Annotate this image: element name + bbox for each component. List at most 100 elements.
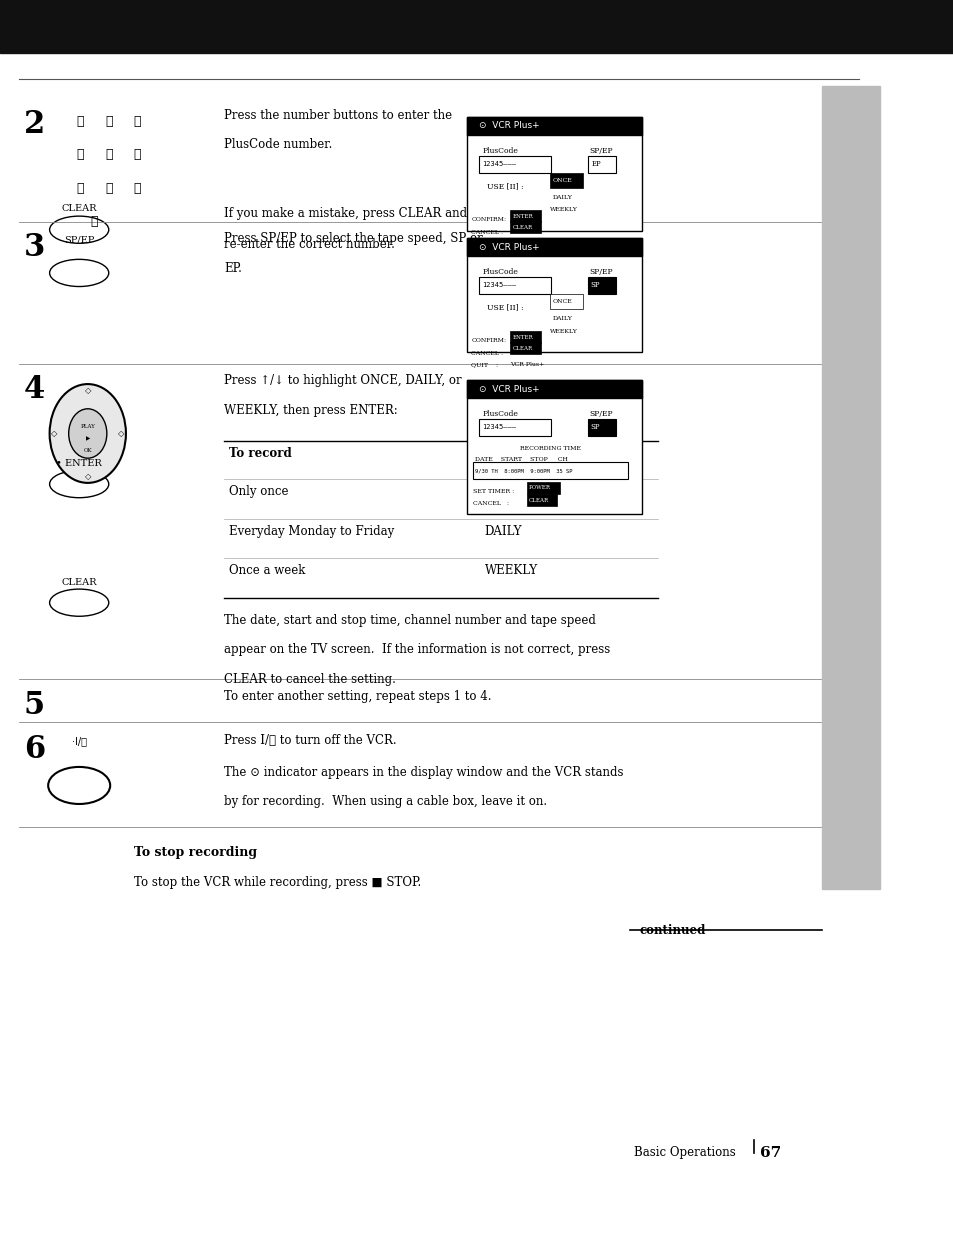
Text: CANCEL :: CANCEL : xyxy=(471,230,503,235)
Text: re-enter the correct number.: re-enter the correct number. xyxy=(224,238,395,252)
Bar xyxy=(478,156,551,173)
Text: SP: SP xyxy=(590,282,599,289)
Bar xyxy=(587,277,616,294)
Text: WEEKLY: WEEKLY xyxy=(550,207,578,212)
Bar xyxy=(510,342,540,354)
Text: DAILY: DAILY xyxy=(552,316,572,321)
Bar xyxy=(478,277,551,294)
Text: ENTER: ENTER xyxy=(512,335,533,340)
Text: ⑦: ⑦ xyxy=(76,182,84,195)
Bar xyxy=(510,210,540,222)
Text: 2: 2 xyxy=(24,109,45,140)
Text: Press ↑/↓ to highlight ONCE, DAILY, or: Press ↑/↓ to highlight ONCE, DAILY, or xyxy=(224,374,461,388)
Text: ⑧: ⑧ xyxy=(105,182,112,195)
Text: Only once: Only once xyxy=(229,485,288,499)
Text: appear on the TV screen.  If the information is not correct, press: appear on the TV screen. If the informat… xyxy=(224,643,610,657)
Text: If you make a mistake, press CLEAR and: If you make a mistake, press CLEAR and xyxy=(224,207,467,221)
Text: CLEAR: CLEAR xyxy=(61,578,97,587)
Text: 12345–––: 12345––– xyxy=(481,162,516,167)
Text: ⊙  VCR Plus+: ⊙ VCR Plus+ xyxy=(478,384,539,394)
Text: 5: 5 xyxy=(24,690,45,721)
Bar xyxy=(467,117,641,135)
Text: continued: continued xyxy=(639,924,705,937)
Text: ONCE: ONCE xyxy=(484,485,521,499)
Text: To enter another setting, repeat steps 1 to 4.: To enter another setting, repeat steps 1… xyxy=(224,690,491,704)
Text: USE [II] :: USE [II] : xyxy=(486,183,522,190)
Text: ①: ① xyxy=(76,115,84,128)
Text: ◇: ◇ xyxy=(51,429,57,438)
Bar xyxy=(467,380,641,398)
Text: CANCEL :: CANCEL : xyxy=(471,351,503,356)
Bar xyxy=(510,221,540,233)
Text: ⑤: ⑤ xyxy=(105,148,112,162)
Text: Press SP/EP to select the tape speed, SP or: Press SP/EP to select the tape speed, SP… xyxy=(224,232,482,246)
Bar xyxy=(526,482,559,494)
Text: ⊙  VCR Plus+: ⊙ VCR Plus+ xyxy=(478,242,539,252)
Text: QUIT    :: QUIT : xyxy=(471,362,497,367)
Text: by for recording.  When using a cable box, leave it on.: by for recording. When using a cable box… xyxy=(224,795,547,809)
Text: ◇: ◇ xyxy=(118,429,124,438)
Text: Press the number buttons to enter the: Press the number buttons to enter the xyxy=(224,109,452,122)
Text: To stop the VCR while recording, press ■ STOP.: To stop the VCR while recording, press ■… xyxy=(133,876,420,889)
Text: Select: Select xyxy=(484,447,525,461)
Circle shape xyxy=(69,409,107,458)
Text: SP/EP: SP/EP xyxy=(589,410,613,417)
Text: The ⊙ indicator appears in the display window and the VCR stands: The ⊙ indicator appears in the display w… xyxy=(224,766,623,779)
Text: Basic Operations: Basic Operations xyxy=(844,453,854,547)
Bar xyxy=(550,294,582,309)
Text: ◇: ◇ xyxy=(85,385,91,395)
Text: ②: ② xyxy=(105,115,112,128)
Bar xyxy=(467,380,641,514)
Text: PlusCode: PlusCode xyxy=(482,410,518,417)
Bar xyxy=(821,86,879,889)
Text: 12345–––: 12345––– xyxy=(481,283,516,288)
Text: WEEKLY: WEEKLY xyxy=(484,564,537,578)
Text: • ENTER: • ENTER xyxy=(56,459,102,468)
Text: ·I/⏻: ·I/⏻ xyxy=(71,736,87,746)
Text: SET TIMER :: SET TIMER : xyxy=(473,489,514,494)
Text: ONCE: ONCE xyxy=(552,299,572,304)
Text: WEEKLY, then press ENTER:: WEEKLY, then press ENTER: xyxy=(224,404,397,417)
Text: 9/30 TH  8:00PM  9:00PM  35 SP: 9/30 TH 8:00PM 9:00PM 35 SP xyxy=(475,468,572,473)
Bar xyxy=(467,238,641,352)
Text: 67: 67 xyxy=(760,1146,781,1160)
Text: ⊙  VCR Plus+: ⊙ VCR Plus+ xyxy=(478,121,539,131)
Text: USE [II] :: USE [II] : xyxy=(486,304,522,311)
Text: ONCE: ONCE xyxy=(552,178,572,183)
Text: SP/EP: SP/EP xyxy=(64,236,94,245)
Bar xyxy=(587,419,616,436)
Text: ⑥: ⑥ xyxy=(133,148,141,162)
Text: ⑨: ⑨ xyxy=(133,182,141,195)
Text: ④: ④ xyxy=(76,148,84,162)
Text: RECORDING TIME: RECORDING TIME xyxy=(519,446,580,451)
Text: CANCEL   :: CANCEL : xyxy=(473,501,509,506)
Bar xyxy=(550,173,582,188)
Text: CLEAR: CLEAR xyxy=(528,498,548,503)
Text: PLAY: PLAY xyxy=(80,424,95,429)
Text: Once a week: Once a week xyxy=(229,564,305,578)
Text: VCR Plus+: VCR Plus+ xyxy=(510,362,544,367)
Text: 3: 3 xyxy=(24,232,45,263)
Text: Basic Operations: Basic Operations xyxy=(634,1146,736,1160)
Text: PlusCode: PlusCode xyxy=(482,147,518,154)
Bar xyxy=(478,419,551,436)
Text: PlusCode: PlusCode xyxy=(482,268,518,275)
Text: CLEAR: CLEAR xyxy=(512,225,532,230)
Text: SP/EP: SP/EP xyxy=(589,268,613,275)
Text: ◇: ◇ xyxy=(85,472,91,482)
Text: 12345–––: 12345––– xyxy=(481,425,516,430)
Text: OK: OK xyxy=(83,448,92,453)
Text: 4: 4 xyxy=(24,374,45,405)
Bar xyxy=(467,238,641,256)
Bar xyxy=(0,0,953,53)
Text: ▶: ▶ xyxy=(86,436,90,441)
Text: DATE    START    STOP     CH: DATE START STOP CH xyxy=(475,457,567,462)
Text: VCR Plus+: VCR Plus+ xyxy=(510,241,544,246)
Text: ENTER: ENTER xyxy=(512,214,533,219)
Text: POWER: POWER xyxy=(528,485,550,490)
Text: 6: 6 xyxy=(24,734,45,764)
Text: CONFIRM:: CONFIRM: xyxy=(471,217,506,222)
Text: Press I/⏻ to turn off the VCR.: Press I/⏻ to turn off the VCR. xyxy=(224,734,396,747)
Text: ⓪: ⓪ xyxy=(91,215,98,228)
Text: Everyday Monday to Friday: Everyday Monday to Friday xyxy=(229,525,394,538)
